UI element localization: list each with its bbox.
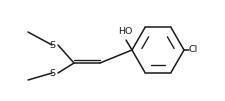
Text: HO: HO [117, 27, 132, 36]
Text: S: S [49, 41, 55, 49]
Text: S: S [49, 68, 55, 77]
Text: Cl: Cl [188, 45, 197, 55]
